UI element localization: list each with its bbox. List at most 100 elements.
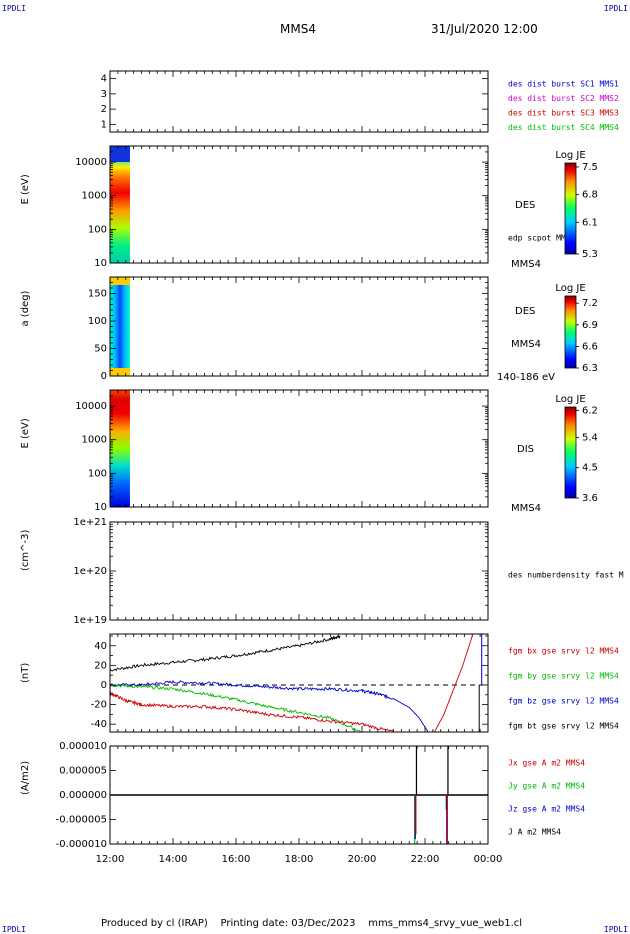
- panel-frame-3: [109, 389, 489, 508]
- legend-j-0: Jx gse A m2 MMS4: [508, 759, 585, 768]
- legend-burst-3: des dist burst SC4 MMS4: [508, 123, 619, 132]
- colorbar-2: [564, 295, 577, 369]
- x-tick-label-5: 22:00: [411, 854, 440, 865]
- legend-burst-1: des dist burst SC2 MMS2: [508, 94, 619, 103]
- colorbar-tick-label-2-3: 6.3: [582, 363, 598, 374]
- right-label-1-0: DES: [515, 200, 535, 211]
- y-tick-6-4-label: 0.000010: [59, 741, 107, 752]
- corner-label-top-left: IPDLI: [2, 4, 27, 13]
- x-tick-label-4: 20:00: [348, 854, 377, 865]
- spacecraft-title: MMS4: [280, 22, 316, 36]
- y-tick-6-0-label: -0.000010: [56, 839, 107, 850]
- b-series-2: [110, 683, 362, 732]
- b-series-3: [110, 690, 394, 732]
- b-series-1: [110, 679, 429, 732]
- y-tick-6-2-label: 0.000000: [59, 790, 107, 801]
- y-tick-2-3-label: 150: [88, 289, 107, 300]
- legend-burst-0: des dist burst SC1 MMS1: [508, 80, 619, 89]
- colorbar-tick-label-3-2: 4.5: [582, 463, 598, 474]
- y-tick-4-2-label: 1e+21: [73, 517, 107, 528]
- colorbar-tick-label-2-2: 6.6: [582, 341, 598, 352]
- x-tick-label-1: 14:00: [159, 854, 188, 865]
- colorbar-tick-label-2-0: 7.2: [582, 298, 598, 309]
- x-tick-label-0: 12:00: [96, 854, 125, 865]
- colorbar-tick-label-2-1: 6.9: [582, 320, 598, 331]
- panel-frame-2: [109, 276, 489, 377]
- y-tick-1-3-1-label: 1000: [82, 191, 107, 202]
- right-label-3-0: DIS: [517, 444, 534, 455]
- y-axis-label-3: E (eV): [20, 418, 31, 448]
- legend-j-2: Jz gse A m2 MMS4: [508, 805, 585, 814]
- right-label-1-1: edp scpot MMS4: [508, 234, 576, 243]
- y-axis-label-2: a (deg): [20, 290, 31, 326]
- colorbar-title-2: Log JE: [555, 283, 585, 294]
- y-axis-label-6: (A/m2): [20, 761, 31, 795]
- spectrogram-2: [110, 277, 130, 376]
- right-label-3-1: MMS4: [511, 503, 541, 514]
- y-tick-0-0-label: 1: [101, 119, 107, 130]
- legend-burst-2: des dist burst SC3 MMS3: [508, 109, 619, 118]
- colorbar-title-1: Log JE: [555, 150, 585, 161]
- y-tick-5-2-label: 0: [101, 680, 107, 691]
- y-tick-5-4-label: 40: [94, 641, 107, 652]
- y-tick-3-1-1-label: 10: [94, 502, 107, 513]
- colorbar-title-3: Log JE: [555, 394, 585, 405]
- panel-burst-frame: [109, 70, 489, 133]
- colorbar-tick-label-1-3: 5.3: [582, 249, 598, 260]
- spectrogram-2-bottom-band: [110, 368, 130, 376]
- legend-j-1: Jy gse A m2 MMS4: [508, 782, 585, 791]
- y-tick-1-1-1-label: 10: [94, 258, 107, 269]
- panel-frame-1: [109, 145, 489, 264]
- spectrogram-2-top-band: [110, 277, 130, 285]
- x-tick-label-2: 16:00: [222, 854, 251, 865]
- y-tick-6-3-label: 0.000005: [59, 766, 107, 777]
- spectrogram-1: [110, 146, 130, 263]
- y-tick-4-1-label: 1e+20: [73, 566, 107, 577]
- y-tick-5-0-label: -40: [91, 719, 107, 730]
- b-series-0: [110, 635, 341, 672]
- colorbar-tick-label-1-0: 7.5: [582, 162, 598, 173]
- y-tick-1-4-1-label: 10000: [75, 157, 107, 168]
- y-tick-0-1-label: 2: [101, 104, 107, 115]
- y-tick-0-3-label: 4: [101, 74, 107, 85]
- legend-j-3: J A m2 MMS4: [508, 828, 561, 837]
- y-tick-6-1-label: -0.000005: [56, 815, 107, 826]
- y-axis-label-1: E (eV): [20, 174, 31, 204]
- legend-b-2: fgm bz gse srvy l2 MMS4: [508, 697, 619, 706]
- colorbar-tick-label-3-3: 3.6: [582, 493, 598, 504]
- legend-density-0: des numberdensity fast M: [508, 571, 624, 580]
- corner-label-bottom-left: IPDLI: [2, 925, 27, 934]
- datetime-title: 31/Jul/2020 12:00: [431, 22, 538, 36]
- legend-b-1: fgm by gse srvy l2 MMS4: [508, 672, 619, 681]
- x-tick-label-3: 18:00: [285, 854, 314, 865]
- spectrogram-3: [110, 390, 130, 507]
- colorbar-tick-label-1-1: 6.8: [582, 190, 598, 201]
- spectrogram-1-top-band: [110, 146, 130, 162]
- legend-b-0: fgm bx gse srvy l2 MMS4: [508, 647, 619, 656]
- panel-frame-4: [109, 521, 489, 621]
- footer-line: Produced by cl (IRAP) Printing date: 03/…: [101, 918, 522, 929]
- footer-produced-by: Produced by cl (IRAP): [101, 918, 208, 929]
- colorbar-tick-label-3-1: 5.4: [582, 432, 598, 443]
- right-label-1-2: MMS4: [511, 259, 541, 270]
- colorbar-tick-label-3-0: 6.2: [582, 405, 598, 416]
- b-series-4: [434, 635, 473, 732]
- y-tick-2-1-label: 50: [94, 344, 107, 355]
- y-tick-5-1-label: -20: [91, 700, 107, 711]
- y-tick-3-2-1-label: 100: [88, 468, 107, 479]
- x-tick-label-6: 00:00: [474, 854, 503, 865]
- right-label-2-1: MMS4: [511, 339, 541, 350]
- right-label-2-0: DES: [515, 306, 535, 317]
- colorbar-tick-label-1-2: 6.1: [582, 217, 598, 228]
- corner-label-top-right: IPDLI: [603, 4, 628, 13]
- y-tick-0-2-label: 3: [101, 89, 107, 100]
- y-tick-1-2-1-label: 100: [88, 224, 107, 235]
- legend-b-3: fgm bt gse srvy l2 MMS4: [508, 722, 619, 731]
- y-tick-3-4-1-label: 10000: [75, 401, 107, 412]
- footer-file: mms_mms4_srvy_vue_web1.cl: [368, 918, 523, 929]
- y-tick-3-3-1-label: 1000: [82, 435, 107, 446]
- y-tick-5-3-label: 20: [94, 660, 107, 671]
- right-label-2-2: 140-186 eV: [497, 372, 555, 383]
- y-tick-2-0-label: 0: [101, 371, 107, 382]
